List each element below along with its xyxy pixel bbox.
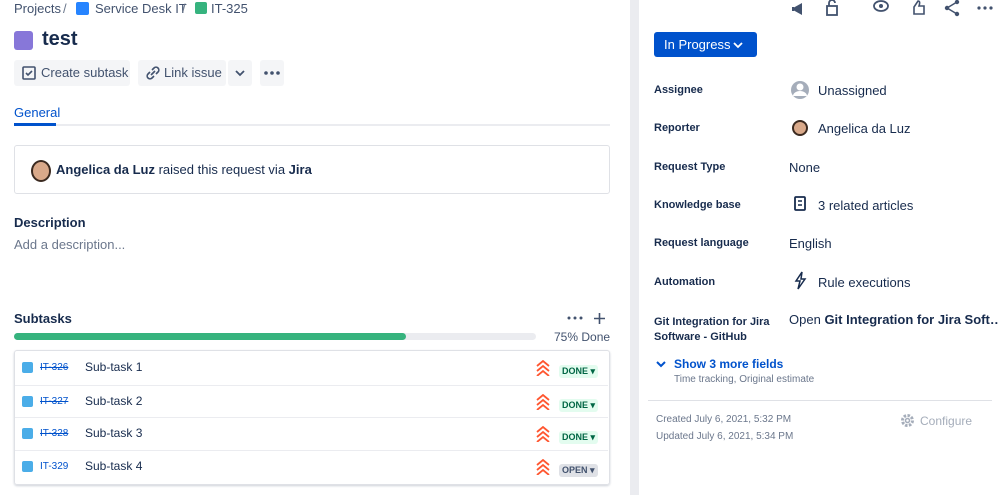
request-line: Angelica da Luz raised this request via …	[56, 162, 312, 177]
icon	[22, 66, 36, 80]
field-value[interactable]: Rule executions	[818, 274, 911, 290]
breadcrumb[interactable]: Service Desk IT	[95, 1, 187, 16]
field-icons	[791, 81, 809, 290]
tab-indicator	[14, 123, 56, 126]
created: Created July 6, 2021, 5:32 PM	[656, 414, 792, 425]
breadcrumb[interactable]: IT-325	[211, 1, 248, 16]
description-placeholder[interactable]: Add a description...	[14, 237, 126, 252]
section-heading: Description	[14, 215, 86, 230]
subtask-summary[interactable]: Sub-task 2	[85, 393, 143, 408]
subtask-row[interactable]: IT-326 Sub-task 1 DONE ▾	[15, 352, 608, 384]
subtask-row[interactable]: IT-329 Sub-task 4 OPEN ▾	[15, 449, 608, 483]
subtask-key[interactable]: IT-326	[40, 362, 69, 373]
field-value[interactable]: Open Git Integration for Jira Soft…	[789, 312, 999, 327]
issue-type-icon	[195, 2, 207, 14]
label: Link issue	[164, 65, 222, 80]
dropdown-button[interactable]	[228, 60, 252, 86]
label: Create subtask	[41, 65, 129, 80]
create-subtask-button[interactable]: Create subtask	[14, 60, 130, 86]
status-text: DONE	[562, 399, 589, 410]
link-issue-button[interactable]: Link issue	[138, 60, 226, 86]
subtask-key[interactable]: IT-328	[40, 428, 69, 439]
reporter[interactable]: Angelica da Luz	[56, 162, 155, 177]
subtask-table	[14, 350, 610, 485]
priority-icon	[536, 393, 550, 410]
status-text: OPEN	[562, 464, 588, 475]
value: Git Integration for Jira Soft…	[824, 312, 999, 327]
hint: Time tracking, Original estimate	[674, 374, 815, 385]
field-label: Knowledge base	[654, 198, 741, 211]
breadcrumb[interactable]: Projects	[14, 1, 61, 16]
status-text: DONE	[562, 432, 589, 442]
subtask-summary[interactable]: Sub-task 1	[85, 360, 143, 374]
toolbar-icons[interactable]	[790, 0, 996, 18]
issue-icon	[14, 31, 33, 50]
icon	[264, 71, 280, 75]
separator: /	[182, 1, 186, 16]
field-value[interactable]: English	[789, 236, 832, 252]
tab[interactable]: General	[14, 105, 61, 120]
status-lozenge[interactable]: OPEN ▾	[559, 460, 598, 478]
field-label: Request Type	[654, 160, 726, 173]
priority-icon	[536, 458, 550, 475]
subtask-summary[interactable]: Sub-task 4	[85, 458, 143, 473]
status-text: DONE	[562, 366, 589, 376]
subtask-summary[interactable]: Sub-task 3	[85, 426, 143, 440]
priority-icon	[536, 360, 550, 376]
subtask-key[interactable]: IT-329	[40, 460, 69, 472]
subtask-icon	[22, 362, 33, 373]
field-value[interactable]: Angelica da Luz	[818, 121, 911, 137]
more-button[interactable]	[260, 60, 284, 86]
separator-line	[648, 400, 992, 401]
project-icon	[76, 2, 89, 15]
status-lozenge[interactable]: DONE ▾	[559, 395, 599, 413]
prefix: Open	[789, 312, 821, 327]
subtask-row[interactable]: IT-328 Sub-task 3 DONE ▾	[15, 417, 608, 450]
field-label: Reporter	[654, 122, 700, 135]
field-label: Git Integration for Jira Software - GitH…	[654, 314, 774, 344]
status-lozenge[interactable]: DONE ▾	[559, 427, 599, 445]
add-icon[interactable]	[593, 312, 606, 325]
subtask-row[interactable]: IT-327 Sub-task 2 DONE ▾	[15, 384, 608, 418]
avatar	[31, 160, 51, 182]
show-more-link[interactable]: Show 3 more fields	[674, 357, 784, 371]
subtask-icon	[22, 395, 33, 407]
icon	[235, 70, 245, 77]
progress-label: 75% Done	[554, 330, 611, 344]
request-card: Angelica da Luz raised this request via …	[14, 145, 610, 194]
issue-title[interactable]: test	[42, 28, 78, 50]
more-icon[interactable]	[567, 316, 583, 320]
label: Git Integration for Jira Software - GitH…	[654, 316, 770, 343]
field-label: Assignee	[654, 84, 703, 96]
status-lozenge[interactable]: DONE ▾	[559, 361, 599, 379]
field-label: Request language	[654, 237, 749, 250]
icon	[733, 42, 743, 49]
separator: /	[63, 1, 67, 16]
tab-divider	[14, 124, 610, 126]
subtask-key[interactable]: IT-327	[40, 395, 69, 407]
channel: Jira	[288, 162, 312, 177]
progress-track	[14, 333, 536, 340]
priority-icon	[536, 426, 550, 442]
configure-button[interactable]: Configure	[920, 414, 973, 428]
updated: Updated July 6, 2021, 5:34 PM	[656, 431, 794, 442]
field-label: Automation	[654, 275, 716, 288]
subtask-icon	[22, 428, 33, 439]
gear-icon	[901, 414, 914, 427]
field-value[interactable]: None	[789, 159, 821, 175]
status: In Progress	[664, 37, 731, 52]
chevron	[656, 361, 666, 368]
icon	[146, 66, 160, 80]
section-heading: Subtasks	[14, 311, 72, 326]
request-text: raised this request via	[158, 162, 286, 177]
subtask-icon	[22, 460, 33, 472]
pane-divider[interactable]	[630, 0, 639, 495]
field-value[interactable]: Unassigned	[818, 83, 887, 98]
field-value[interactable]: 3 related articles	[818, 197, 914, 213]
progress-fill	[14, 333, 406, 340]
status-button[interactable]: In Progress	[654, 32, 757, 57]
